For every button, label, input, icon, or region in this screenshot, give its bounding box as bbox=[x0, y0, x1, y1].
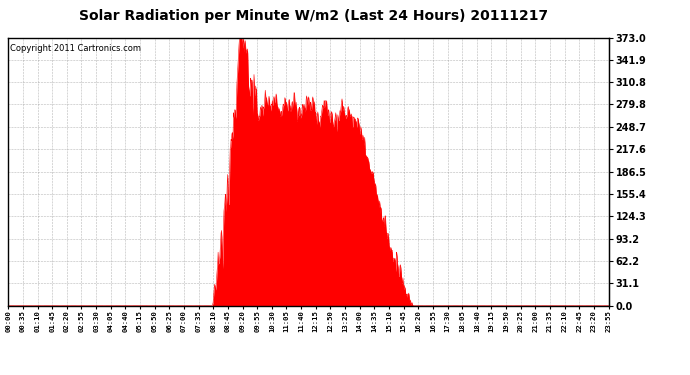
Text: Solar Radiation per Minute W/m2 (Last 24 Hours) 20111217: Solar Radiation per Minute W/m2 (Last 24… bbox=[79, 9, 549, 23]
Text: Copyright 2011 Cartronics.com: Copyright 2011 Cartronics.com bbox=[10, 44, 141, 53]
